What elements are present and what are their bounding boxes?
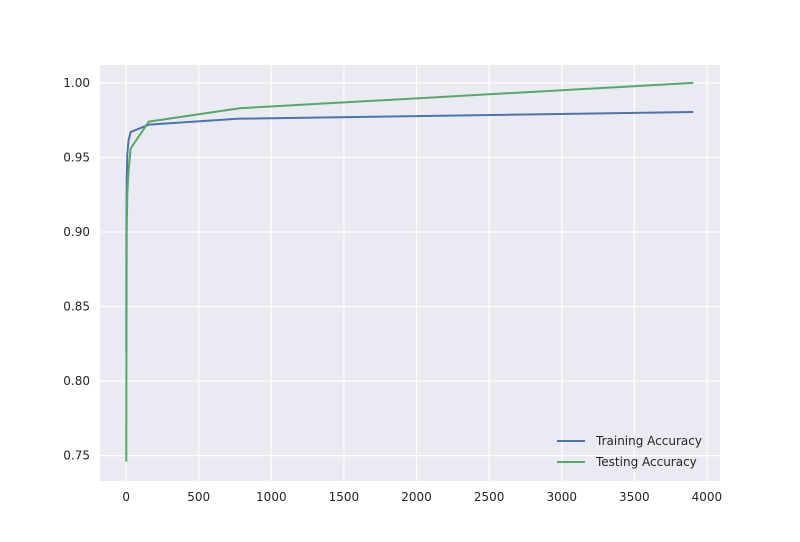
y-tick-label: 0.85: [63, 300, 90, 314]
legend: Training Accuracy Testing Accuracy: [557, 434, 702, 469]
x-tick-label: 1500: [329, 490, 360, 504]
series-layer: [125, 81, 694, 462]
x-tick-label: 2500: [474, 490, 505, 504]
legend-label: Training Accuracy: [595, 434, 702, 448]
grid-lines: [100, 65, 720, 481]
x-axis: 0 500 1000 1500 2000 2500 3000 3500 4000: [122, 490, 722, 504]
y-tick-label: 0.75: [63, 449, 90, 463]
plot-area: [100, 65, 720, 481]
y-tick-label: 1.00: [63, 76, 90, 90]
x-tick-label: 0: [122, 490, 130, 504]
y-tick-label: 0.80: [63, 374, 90, 388]
y-tick-label: 0.90: [63, 225, 90, 239]
y-axis: 0.75 0.80 0.85 0.90 0.95 1.00: [63, 76, 90, 463]
x-tick-label: 500: [187, 490, 210, 504]
legend-label: Testing Accuracy: [595, 455, 697, 469]
x-tick-label: 3500: [619, 490, 650, 504]
x-tick-label: 3000: [546, 490, 577, 504]
x-tick-label: 2000: [401, 490, 432, 504]
x-tick-label: 1000: [256, 490, 287, 504]
x-tick-label: 4000: [692, 490, 723, 504]
y-tick-label: 0.95: [63, 150, 90, 164]
